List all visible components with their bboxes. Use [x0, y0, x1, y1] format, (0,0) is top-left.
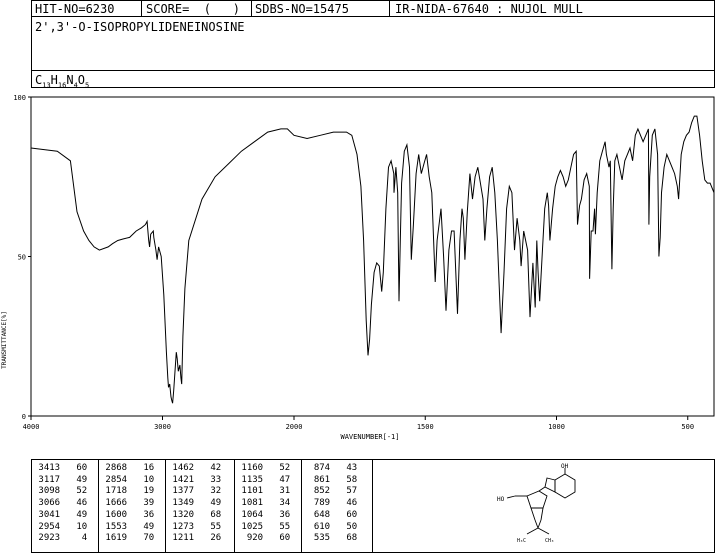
peak-row: 610 50	[303, 521, 358, 532]
x-tick-label: 1000	[548, 423, 565, 431]
oh-label: OH	[561, 463, 569, 470]
peak-table-divider	[165, 459, 166, 553]
peak-row: 1666 39	[100, 498, 155, 509]
peak-row: 1081 34	[236, 498, 291, 509]
peak-row: 2954 10	[33, 521, 88, 532]
peak-row: 852 57	[303, 486, 358, 497]
peak-row: 874 43	[303, 463, 358, 473]
y-tick-label: 50	[18, 254, 26, 262]
header-bar	[31, 0, 715, 17]
header-divider	[389, 0, 390, 17]
y-tick-label: 100	[13, 94, 26, 102]
methyl-right-label: CH₃	[545, 538, 554, 544]
peak-row: 1101 31	[236, 486, 291, 497]
peak-table-column: 3413 60 3117 49 3098 52 3066 46 3041 49 …	[33, 463, 87, 545]
peak-row: 1600 36	[100, 509, 155, 520]
peak-row: 3098 52	[33, 486, 88, 497]
peak-table-column: 874 43 861 58 852 57 789 46 648 60 610 5…	[303, 463, 357, 545]
peak-table-column: 2868 16 2854 10 1718 19 1666 39 1600 36 …	[100, 463, 154, 545]
peak-row: 1273 55	[167, 521, 222, 532]
peak-row: 648 60	[303, 509, 358, 520]
hit-number: HIT-NO=6230	[35, 2, 115, 16]
ir-spectrum-chart: 4000 3000 2000 1500 1000 500 0 50 100 TRANSMITTA…	[1, 94, 715, 441]
molecular-formula: C13H16N4O5	[35, 73, 90, 90]
peak-row: 2923 4	[33, 533, 88, 544]
peak-row: 1160 52	[236, 463, 291, 473]
compound-name: 2',3'-O-ISOPROPYLIDENEINOSINE	[35, 20, 245, 34]
peak-row: 3413 60	[33, 463, 88, 473]
peak-row: 2868 16	[100, 463, 155, 473]
methyl-left-label: H₃C	[517, 538, 526, 544]
x-tick-label: 1500	[417, 423, 434, 431]
peak-table-divider	[301, 459, 302, 553]
spectrum-line	[30, 115, 715, 404]
peak-row: 1377 32	[167, 486, 222, 497]
peak-row: 1211 26	[167, 533, 222, 544]
peak-row: 1553 49	[100, 521, 155, 532]
peak-row: 789 46	[303, 498, 358, 509]
header-divider	[251, 0, 252, 17]
peak-row: 3117 49	[33, 474, 88, 485]
peak-table-divider	[234, 459, 235, 553]
sdbs-number: SDBS-NO=15475	[255, 2, 349, 16]
peak-table-divider	[98, 459, 99, 553]
chemical-structure: OH HO H₃C CH₃	[497, 463, 576, 544]
peak-row: 1064 36	[236, 509, 291, 520]
peak-row: 1718 19	[100, 486, 155, 497]
peak-row: 1349 49	[167, 498, 222, 509]
peak-row: 3041 49	[33, 509, 88, 520]
header-divider	[141, 0, 142, 17]
peak-row: 1619 70	[100, 533, 155, 544]
x-tick-label: 3000	[154, 423, 171, 431]
peak-row: 1320 68	[167, 509, 222, 520]
peak-row: 1421 33	[167, 474, 222, 485]
formula-box	[31, 70, 715, 88]
peak-table-column: 1160 52 1135 47 1101 31 1081 34 1064 36 …	[236, 463, 290, 545]
peak-row: 1025 55	[236, 521, 291, 532]
peak-row: 535 68	[303, 533, 358, 544]
peak-row: 3066 46	[33, 498, 88, 509]
peak-row: 1135 47	[236, 474, 291, 485]
peak-row: 1462 42	[167, 463, 222, 473]
x-tick-label: 4000	[23, 423, 40, 431]
peak-row: 2854 10	[100, 474, 155, 485]
x-axis-label: WAVENUMBER[-1]	[340, 433, 399, 441]
score: SCORE= ( )	[146, 2, 240, 16]
nida-info: IR-NIDA-67640 : NUJOL MULL	[395, 2, 583, 16]
y-tick-label: 0	[22, 413, 26, 421]
peak-row: 861 58	[303, 474, 358, 485]
x-tick-label: 500	[681, 423, 694, 431]
y-axis-label: TRANSMITTANCE[%]	[1, 311, 8, 369]
ho-label: HO	[497, 496, 505, 503]
peak-row: 920 60	[236, 533, 291, 544]
peak-table-column: 1462 42 1421 33 1377 32 1349 49 1320 68 …	[167, 463, 221, 545]
x-tick-label: 2000	[286, 423, 303, 431]
